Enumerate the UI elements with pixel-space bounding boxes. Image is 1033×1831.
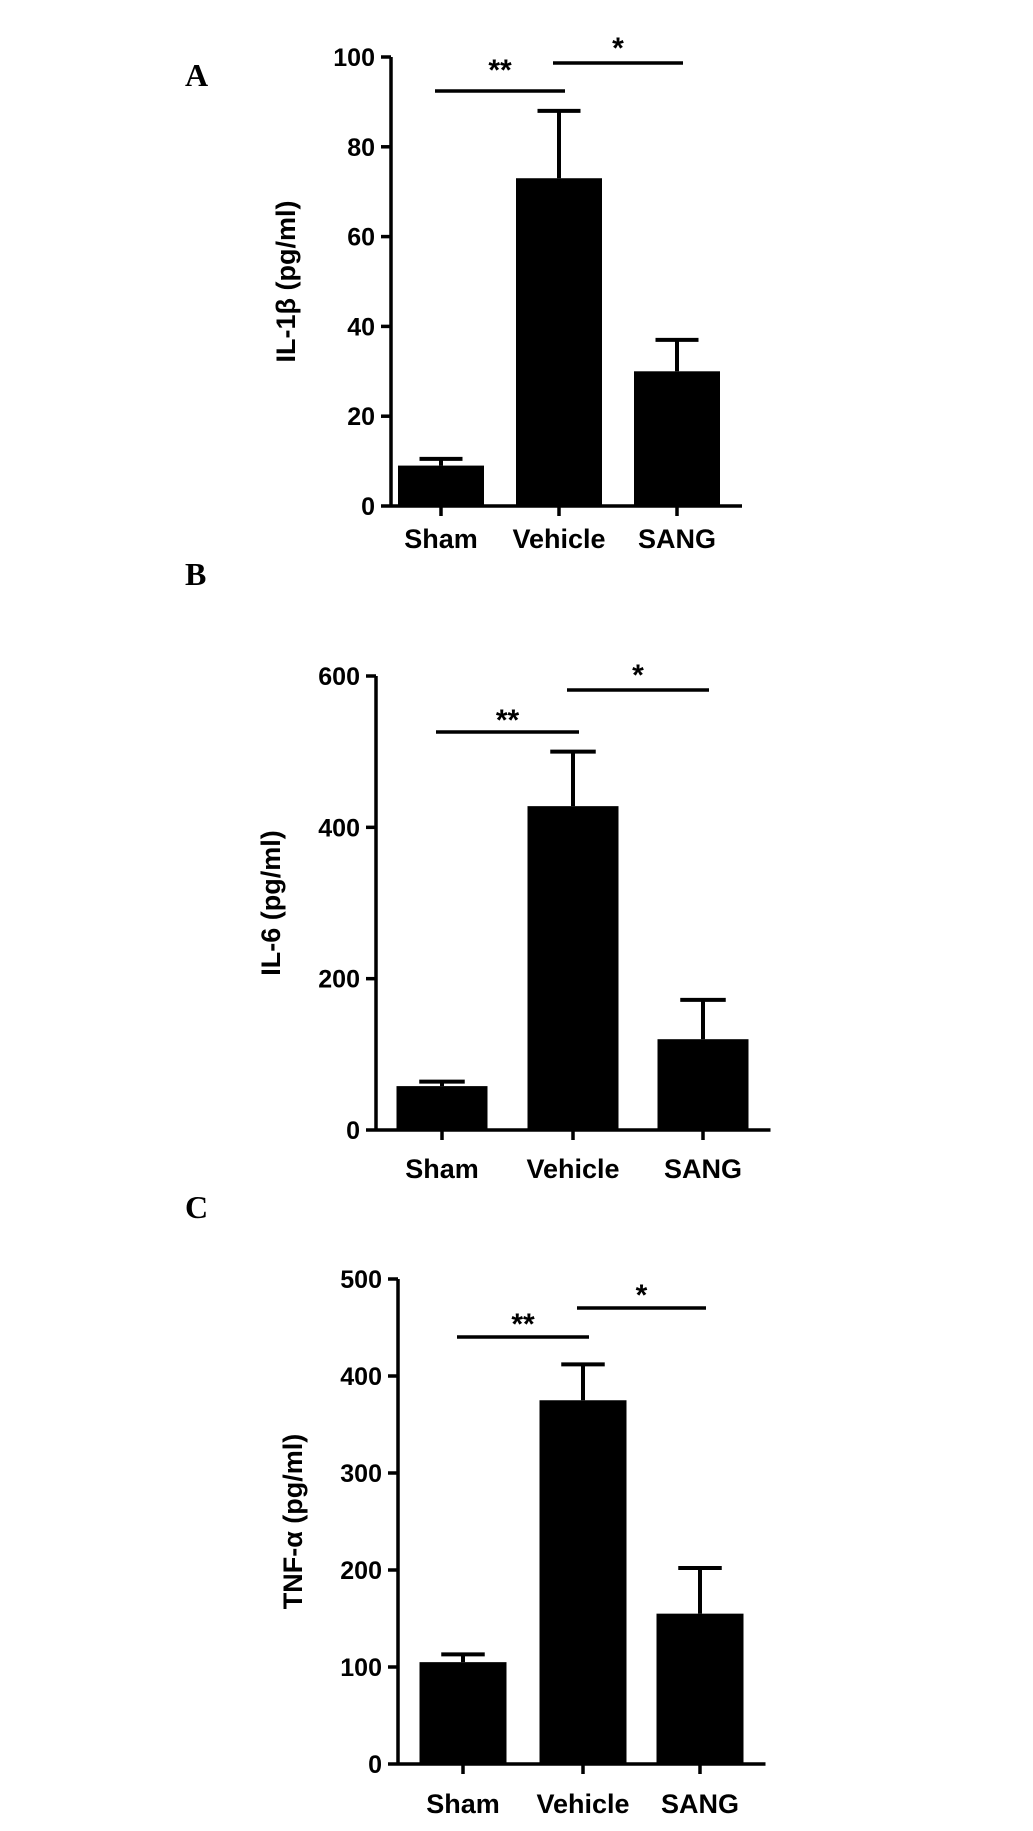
y-tick-label: 80 bbox=[347, 134, 375, 162]
panel-letter: B bbox=[185, 556, 206, 592]
panel-letter: C bbox=[185, 1189, 208, 1225]
y-tick-label: 0 bbox=[368, 1751, 382, 1779]
y-tick-label: 0 bbox=[361, 493, 375, 521]
y-tick-label: 300 bbox=[340, 1460, 382, 1488]
significance-marker: * bbox=[632, 659, 644, 692]
bar-sang bbox=[634, 371, 720, 506]
category-label: SANG bbox=[661, 1789, 739, 1819]
category-label: Vehicle bbox=[536, 1789, 629, 1819]
y-tick-label: 40 bbox=[347, 313, 375, 341]
y-tick-label: 200 bbox=[340, 1557, 382, 1585]
y-tick-label: 400 bbox=[318, 814, 360, 842]
bar-sham bbox=[419, 1662, 507, 1764]
significance-marker: ** bbox=[496, 704, 520, 737]
y-axis-title: IL-1β (pg/ml) bbox=[271, 201, 301, 363]
category-label: Vehicle bbox=[526, 1154, 619, 1184]
bar-sham bbox=[396, 1086, 488, 1130]
bar-sang bbox=[657, 1039, 749, 1130]
panel-letter: A bbox=[185, 57, 208, 93]
bar-sham bbox=[398, 465, 484, 506]
y-tick-label: 200 bbox=[318, 966, 360, 994]
chart-panel-a: A 0 20 40 60 80 100 Sham Vehicle SANG IL-1β (pg/ml… bbox=[185, 32, 742, 554]
category-label: Vehicle bbox=[512, 524, 605, 554]
y-tick-label: 60 bbox=[347, 224, 375, 252]
y-tick-label: 100 bbox=[333, 44, 375, 72]
category-label: SANG bbox=[638, 524, 716, 554]
y-tick-label: 100 bbox=[340, 1654, 382, 1682]
bar-vehicle bbox=[516, 178, 602, 507]
significance-marker: ** bbox=[511, 1308, 535, 1341]
category-label: Sham bbox=[426, 1789, 500, 1819]
significance-marker: * bbox=[612, 32, 624, 65]
category-label: Sham bbox=[405, 1154, 479, 1184]
significance-marker: ** bbox=[488, 54, 512, 87]
y-axis-title: TNF-α (pg/ml) bbox=[278, 1434, 308, 1610]
y-tick-label: 0 bbox=[346, 1117, 360, 1145]
bar-sang bbox=[656, 1613, 744, 1764]
y-tick-label: 500 bbox=[340, 1266, 382, 1294]
y-axis-title: IL-6 (pg/ml) bbox=[256, 830, 286, 975]
category-label: SANG bbox=[664, 1154, 742, 1184]
y-tick-label: 20 bbox=[347, 403, 375, 431]
significance-marker: * bbox=[636, 1279, 648, 1312]
y-tick-label: 400 bbox=[340, 1363, 382, 1391]
chart-panel-c: C 0 100 200 300 400 500 Sham Vehicle SANG TNF-α (p… bbox=[185, 1189, 766, 1819]
category-label: Sham bbox=[404, 524, 478, 554]
bar-vehicle bbox=[539, 1400, 627, 1764]
y-tick-label: 600 bbox=[318, 663, 360, 691]
bar-vehicle bbox=[527, 806, 619, 1130]
